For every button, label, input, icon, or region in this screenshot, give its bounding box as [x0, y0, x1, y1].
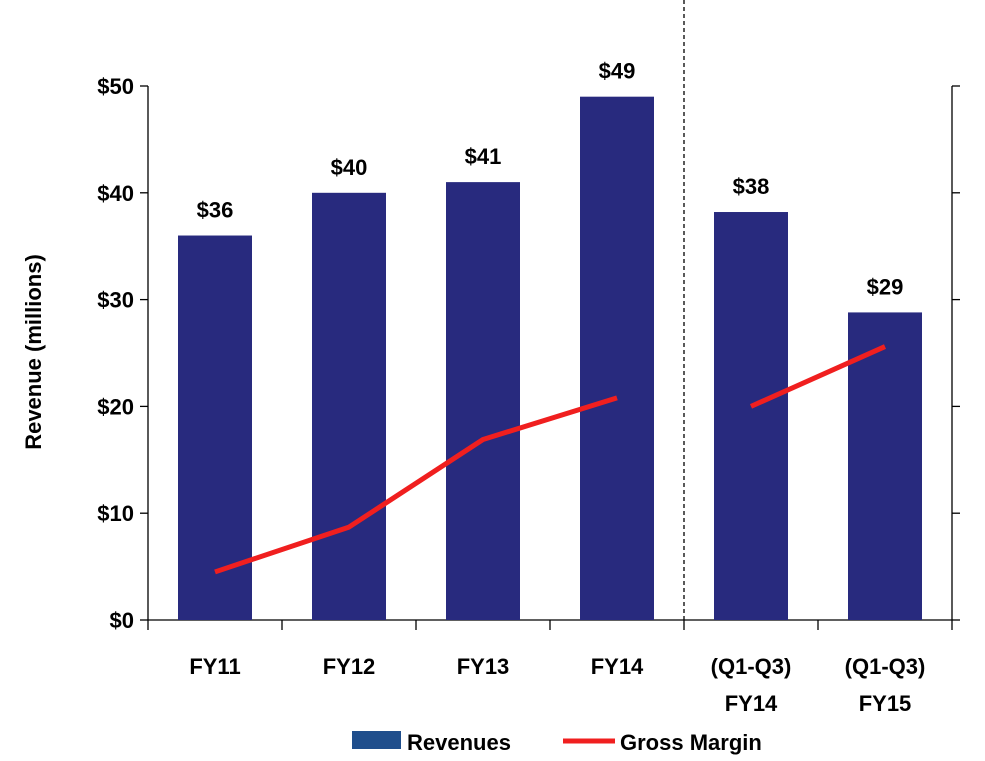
gross-margin-segment	[214, 395, 618, 575]
legend-label-gross-margin: Gross Margin	[620, 730, 762, 755]
data-label-revenue: $38	[733, 174, 770, 199]
x-tick-label: FY12	[323, 654, 376, 679]
x-tick-label: FY11	[189, 654, 240, 679]
bar-revenue	[446, 182, 520, 620]
legend-swatch-revenues	[352, 731, 401, 749]
bar-revenue	[714, 212, 788, 621]
y-axis-title: Revenue (millions)	[21, 254, 46, 450]
data-labels: $36 $40 $41 $49 $38 $29	[197, 59, 904, 300]
gross-margin-line	[214, 344, 887, 575]
axes: $0 $10 $20 $30 $40 $50 FY11 FY12 FY13 FY14 (Q1-Q3)…	[97, 0, 960, 716]
y-tick-label: $30	[97, 288, 134, 313]
x-tick-label: (Q1-Q3) FY15	[845, 654, 926, 716]
bar-revenue	[580, 96, 654, 621]
legend: Revenues Gross Margin	[352, 730, 762, 755]
bar-revenue	[178, 235, 252, 620]
y-tick-label: $10	[97, 501, 134, 526]
bar-revenue	[312, 192, 386, 621]
y-tick-label: $20	[97, 394, 134, 419]
data-label-revenue: $40	[331, 155, 368, 180]
x-tick-label: FY13	[457, 654, 510, 679]
gross-margin-segment	[749, 344, 887, 409]
data-label-revenue: $36	[197, 198, 234, 223]
y-tick-label: $40	[97, 181, 134, 206]
y-tick-label: $0	[110, 608, 134, 633]
data-label-revenue: $49	[599, 59, 636, 84]
x-tick-label: (Q1-Q3) FY14	[711, 654, 792, 716]
bar-revenue	[848, 312, 922, 620]
data-label-revenue: $41	[465, 144, 502, 169]
bars	[178, 96, 922, 621]
x-tick-label: FY14	[591, 654, 644, 679]
legend-label-revenues: Revenues	[407, 730, 511, 755]
data-label-revenue: $29	[867, 274, 904, 299]
y-tick-label: $50	[97, 74, 134, 99]
